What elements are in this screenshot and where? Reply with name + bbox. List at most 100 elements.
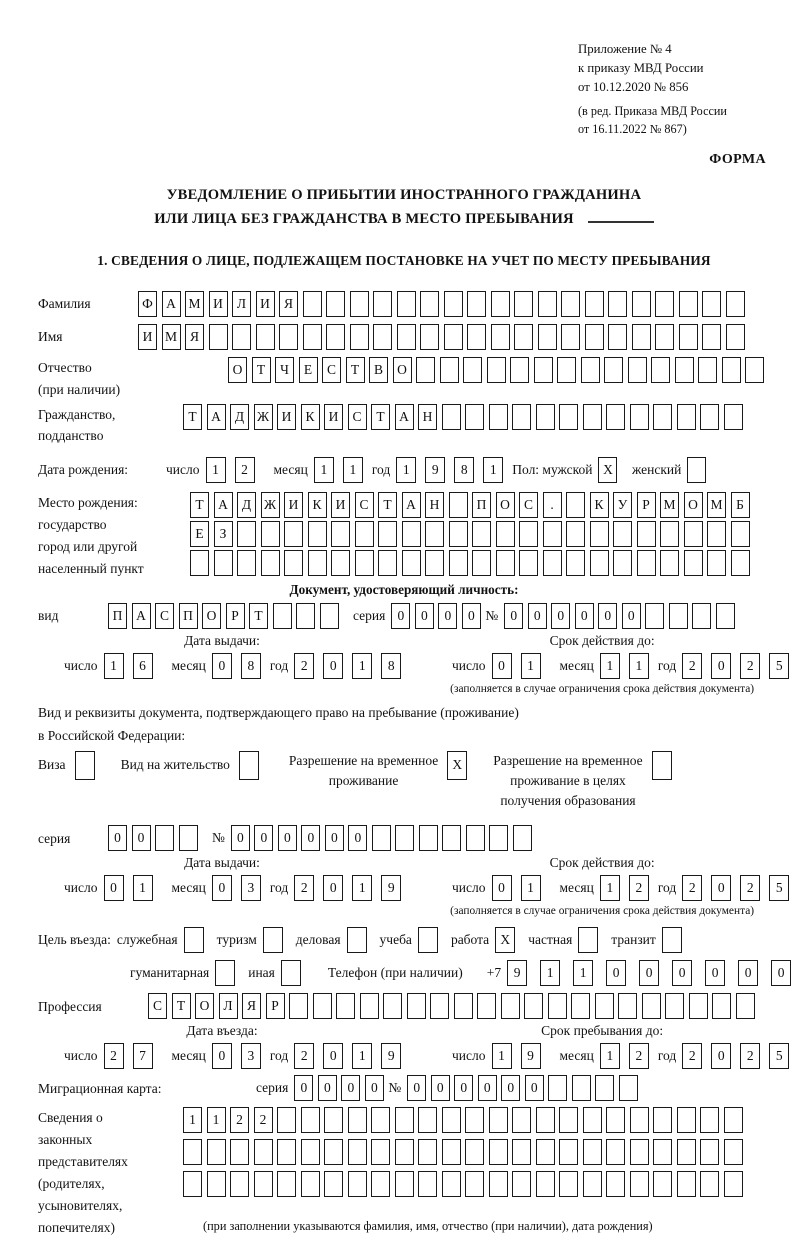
- char-cell[interactable]: [418, 1107, 437, 1134]
- char-cell[interactable]: [660, 550, 679, 577]
- char-cell[interactable]: [561, 323, 580, 350]
- char-cell[interactable]: [373, 290, 392, 317]
- char-cell[interactable]: [302, 323, 322, 350]
- char-cell[interactable]: 0: [211, 1043, 232, 1070]
- char-cell[interactable]: 0: [524, 1075, 544, 1102]
- char-cell[interactable]: [678, 290, 698, 317]
- char-cell[interactable]: 0: [738, 960, 759, 987]
- char-cell[interactable]: [618, 993, 637, 1020]
- char-cell[interactable]: 0: [324, 825, 344, 852]
- char-cell[interactable]: [561, 290, 580, 317]
- char-cell[interactable]: Р: [265, 993, 285, 1020]
- char-cell[interactable]: Т: [345, 356, 365, 383]
- char-cell[interactable]: [443, 290, 463, 317]
- char-cell[interactable]: [307, 550, 327, 577]
- char-cell[interactable]: 0: [672, 960, 693, 987]
- char-cell[interactable]: [441, 1171, 461, 1198]
- char-cell[interactable]: [676, 1107, 696, 1134]
- char-cell[interactable]: И: [208, 290, 228, 317]
- char-cell[interactable]: [613, 521, 632, 548]
- char-cell[interactable]: [721, 356, 741, 383]
- char-cell[interactable]: [559, 1139, 578, 1166]
- char-cell[interactable]: [296, 602, 315, 629]
- char-cell[interactable]: [606, 1171, 625, 1198]
- char-cell[interactable]: 0: [438, 602, 458, 629]
- char-cell[interactable]: [425, 521, 444, 548]
- char-cell[interactable]: [537, 290, 557, 317]
- char-cell[interactable]: 1: [352, 1043, 373, 1070]
- char-cell[interactable]: 0: [211, 652, 232, 679]
- char-cell[interactable]: [512, 403, 531, 430]
- char-cell[interactable]: [678, 323, 698, 350]
- char-cell[interactable]: [557, 356, 576, 383]
- char-cell[interactable]: [631, 323, 651, 350]
- char-cell[interactable]: 1: [396, 457, 417, 484]
- char-cell[interactable]: Т: [171, 993, 191, 1020]
- char-cell[interactable]: [542, 521, 562, 548]
- char-cell[interactable]: [730, 550, 750, 577]
- char-cell[interactable]: О: [202, 602, 221, 629]
- char-cell[interactable]: [371, 1107, 390, 1134]
- char-cell[interactable]: Ж: [253, 403, 273, 430]
- char-cell[interactable]: 0: [461, 602, 481, 629]
- char-cell[interactable]: [279, 323, 298, 350]
- char-cell[interactable]: [359, 993, 379, 1020]
- char-cell[interactable]: [535, 403, 555, 430]
- char-cell[interactable]: [584, 323, 604, 350]
- char-cell[interactable]: [571, 993, 590, 1020]
- char-cell[interactable]: [277, 1171, 296, 1198]
- char-cell[interactable]: [394, 1107, 414, 1134]
- char-cell[interactable]: 2: [628, 875, 649, 902]
- char-cell[interactable]: [312, 993, 332, 1020]
- char-cell[interactable]: [347, 1139, 367, 1166]
- char-cell[interactable]: [289, 993, 308, 1020]
- char-cell[interactable]: З: [213, 521, 233, 548]
- char-cell[interactable]: [74, 750, 95, 780]
- char-cell[interactable]: [535, 1171, 555, 1198]
- char-cell[interactable]: [606, 1139, 625, 1166]
- char-cell[interactable]: [627, 356, 647, 383]
- char-cell[interactable]: 1: [520, 652, 541, 679]
- char-cell[interactable]: С: [519, 492, 538, 519]
- char-cell[interactable]: Я: [185, 323, 204, 350]
- char-cell[interactable]: 0: [621, 602, 641, 629]
- char-cell[interactable]: [674, 356, 694, 383]
- char-cell[interactable]: О: [683, 492, 703, 519]
- char-cell[interactable]: [636, 521, 656, 548]
- char-cell[interactable]: [629, 1171, 649, 1198]
- char-cell[interactable]: 9: [425, 457, 446, 484]
- char-cell[interactable]: [277, 1139, 296, 1166]
- char-cell[interactable]: [465, 403, 484, 430]
- char-cell[interactable]: [395, 825, 415, 852]
- char-cell[interactable]: [255, 323, 275, 350]
- char-cell[interactable]: К: [589, 492, 609, 519]
- char-cell[interactable]: [465, 1171, 484, 1198]
- char-cell[interactable]: [371, 825, 391, 852]
- char-cell[interactable]: 3: [240, 875, 261, 902]
- char-cell[interactable]: 8: [454, 457, 475, 484]
- char-cell[interactable]: [420, 323, 439, 350]
- char-cell[interactable]: 1: [352, 652, 373, 679]
- char-cell[interactable]: [613, 550, 632, 577]
- char-cell[interactable]: 2: [740, 652, 761, 679]
- char-cell[interactable]: М: [161, 323, 181, 350]
- char-cell[interactable]: Ж: [260, 492, 280, 519]
- char-cell[interactable]: 1: [352, 875, 373, 902]
- char-cell[interactable]: [448, 550, 468, 577]
- char-cell[interactable]: [439, 356, 459, 383]
- char-cell[interactable]: [277, 1107, 296, 1134]
- char-cell[interactable]: 2: [740, 1043, 761, 1070]
- char-cell[interactable]: 2: [740, 875, 761, 902]
- char-cell[interactable]: [260, 521, 280, 548]
- char-cell[interactable]: [559, 1107, 578, 1134]
- char-cell[interactable]: Р: [636, 492, 656, 519]
- char-cell[interactable]: [488, 1171, 508, 1198]
- char-cell[interactable]: [441, 1107, 461, 1134]
- char-cell[interactable]: [519, 550, 538, 577]
- char-cell[interactable]: [653, 1171, 672, 1198]
- char-cell[interactable]: [692, 602, 712, 629]
- char-cell[interactable]: Т: [249, 602, 268, 629]
- char-cell[interactable]: [448, 492, 468, 519]
- char-cell[interactable]: [416, 356, 435, 383]
- char-cell[interactable]: 1: [599, 652, 620, 679]
